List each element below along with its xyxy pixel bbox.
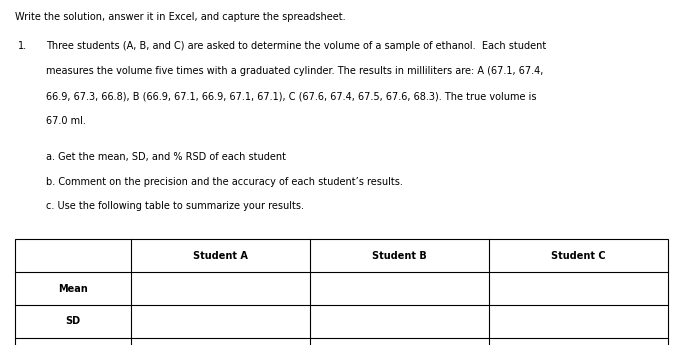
Text: 66.9, 67.3, 66.8), B (66.9, 67.1, 66.9, 67.1, 67.1), C (67.6, 67.4, 67.5, 67.6, : 66.9, 67.3, 66.8), B (66.9, 67.1, 66.9, … [46,91,537,101]
Text: SD: SD [66,316,81,326]
Text: Mean: Mean [58,284,88,294]
Text: Write the solution, answer it in Excel, and capture the spreadsheet.: Write the solution, answer it in Excel, … [15,12,346,22]
Text: 1.: 1. [18,41,27,51]
Text: c. Use the following table to summarize your results.: c. Use the following table to summarize … [46,201,305,211]
Text: Student A: Student A [193,251,248,261]
Text: a. Get the mean, SD, and % RSD of each student: a. Get the mean, SD, and % RSD of each s… [46,152,286,162]
Text: Student B: Student B [372,251,427,261]
Text: 67.0 ml.: 67.0 ml. [46,116,86,126]
Text: Student C: Student C [551,251,606,261]
Text: measures the volume five times with a graduated cylinder. The results in millili: measures the volume five times with a gr… [46,66,544,76]
Text: Three students (A, B, and C) are asked to determine the volume of a sample of et: Three students (A, B, and C) are asked t… [46,41,546,51]
Text: b. Comment on the precision and the accuracy of each student’s results.: b. Comment on the precision and the accu… [46,177,404,187]
